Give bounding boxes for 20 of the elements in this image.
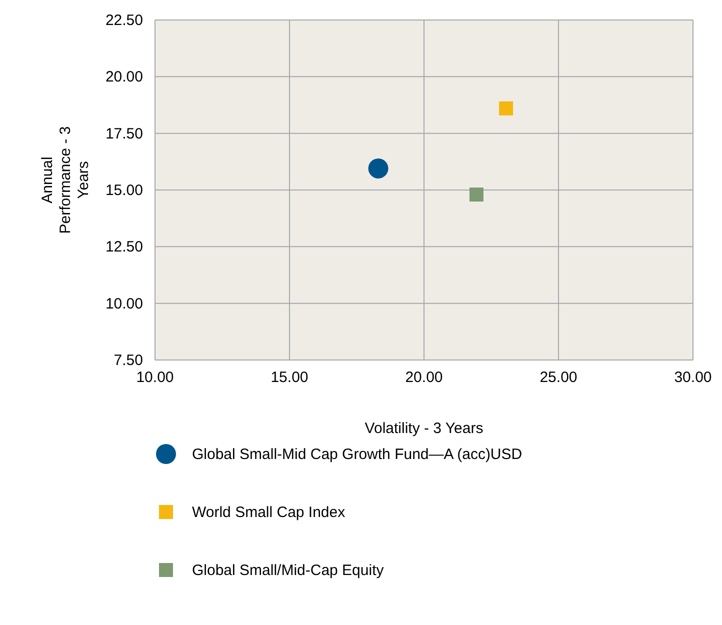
x-tick-label: 15.00 — [270, 369, 308, 386]
y-tick-label: 17.50 — [105, 125, 143, 142]
y-tick-label: 12.50 — [105, 238, 143, 256]
y-tick-label: 7.50 — [114, 352, 143, 369]
legend-label: Global Small-Mid Cap Growth Fund—A (acc)USD — [192, 446, 522, 463]
x-tick-label: 30.00 — [674, 369, 712, 386]
legend-label: World Small Cap Index — [192, 504, 346, 521]
x-tick-label: 20.00 — [405, 369, 443, 386]
point — [499, 101, 514, 116]
x-tick-label: 10.00 — [136, 369, 174, 386]
x-tick-label: 25.00 — [540, 369, 578, 386]
x-axis-title: Volatility - 3 Years — [364, 420, 484, 437]
y-tick-label: 22.50 — [105, 12, 143, 29]
point — [368, 158, 388, 178]
y-tick-label: 15.00 — [105, 182, 143, 199]
y-tick-label: 20.00 — [105, 68, 143, 86]
point — [469, 188, 484, 202]
legend-label: Global Small/Mid-Cap Equity — [192, 562, 384, 579]
y-axis-title: Annual Performance - 3 Years — [39, 126, 92, 234]
y-tick-label: 10.00 — [105, 295, 143, 312]
